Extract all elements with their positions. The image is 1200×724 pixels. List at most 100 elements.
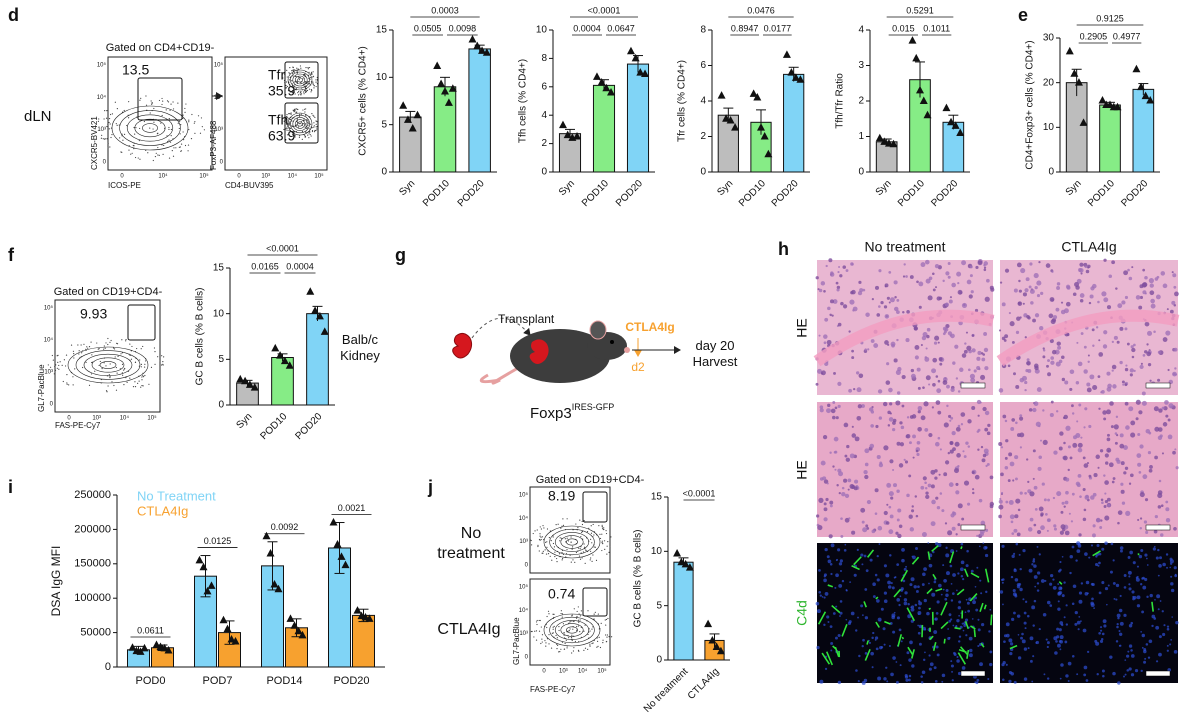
dapi-nucleus <box>1057 591 1061 595</box>
tissue-nucleus <box>963 455 967 459</box>
dapi-nucleus <box>1101 632 1105 636</box>
tissue-nucleus <box>1127 268 1130 272</box>
tissue-nucleus <box>824 317 829 322</box>
dapi-nucleus <box>944 597 948 601</box>
tissue-nucleus <box>930 521 936 527</box>
tissue-nucleus <box>896 298 900 302</box>
event-dot <box>188 128 190 131</box>
dapi-nucleus <box>962 629 965 632</box>
scale-bar <box>1145 670 1171 677</box>
event-dot <box>561 525 563 527</box>
tissue-nucleus <box>1131 347 1136 353</box>
p-value: 0.4977 <box>1113 31 1141 41</box>
dapi-nucleus <box>1021 632 1024 636</box>
event-dot <box>121 363 124 365</box>
dapi-nucleus <box>824 592 829 596</box>
dapi-nucleus <box>1103 624 1107 628</box>
tissue-nucleus <box>939 362 943 366</box>
tissue-nucleus <box>1150 298 1155 304</box>
dapi-nucleus <box>1032 624 1035 627</box>
recipient-base: Foxp3 <box>530 405 572 422</box>
tissue-nucleus <box>1148 278 1154 284</box>
tissue-nucleus <box>1172 450 1176 455</box>
dapi-nucleus <box>1017 633 1020 636</box>
tissue-nucleus <box>836 484 839 487</box>
event-dot <box>315 85 317 88</box>
tissue-nucleus <box>1138 305 1143 310</box>
event-dot <box>56 355 58 357</box>
c4d-signal <box>954 627 961 630</box>
flow-y-tick-label: 10³ <box>97 127 106 133</box>
event-dot <box>140 348 142 350</box>
treatment-day: d2 <box>631 360 645 374</box>
dapi-nucleus <box>872 582 876 586</box>
event-dot <box>313 125 315 127</box>
flow-y-tick-label: 10³ <box>44 370 53 376</box>
event-dot <box>595 559 598 562</box>
panel-letter: f <box>8 245 15 265</box>
tissue-nucleus <box>823 289 826 293</box>
tissue-nucleus <box>1016 316 1021 321</box>
dapi-nucleus <box>1161 610 1164 613</box>
tissue-nucleus <box>1125 364 1128 367</box>
dapi-nucleus <box>1061 594 1065 598</box>
dapi-nucleus <box>965 598 968 601</box>
tissue-nucleus <box>1114 441 1118 445</box>
dapi-nucleus <box>1144 657 1147 660</box>
dapi-nucleus <box>911 555 914 558</box>
event-dot <box>62 380 64 383</box>
tissue-nucleus <box>924 428 929 432</box>
event-dot <box>305 123 307 125</box>
dapi-nucleus <box>1123 613 1127 617</box>
p-value: 0.0647 <box>607 23 635 33</box>
dapi-nucleus <box>913 585 917 589</box>
event-dot <box>555 523 557 526</box>
event-dot <box>591 560 593 562</box>
gate-frequency: 9.93 <box>80 306 107 322</box>
event-dot <box>134 361 137 363</box>
dapi-nucleus <box>983 545 988 550</box>
event-dot <box>179 120 181 122</box>
flow-y-label: CXCR5-BV421 <box>90 116 99 170</box>
tissue-nucleus <box>902 311 905 314</box>
tissue-nucleus <box>935 400 941 405</box>
tissue-nucleus <box>1147 451 1152 455</box>
event-dot <box>184 111 186 113</box>
y-tick-label: 4 <box>858 25 864 36</box>
event-dot <box>105 390 108 392</box>
flow-x-tick-label: 10⁵ <box>314 173 324 180</box>
dapi-nucleus <box>932 550 935 554</box>
event-dot <box>291 125 293 127</box>
dapi-nucleus <box>1156 594 1161 599</box>
dapi-nucleus <box>1063 616 1066 619</box>
event-dot <box>550 647 553 649</box>
tissue-nucleus <box>943 422 949 428</box>
dapi-nucleus <box>847 621 852 625</box>
tissue-nucleus <box>864 448 870 454</box>
event-dot <box>162 364 164 366</box>
event-dot <box>170 128 172 131</box>
tissue-nucleus <box>1169 309 1174 314</box>
event-dot <box>312 75 315 77</box>
density-contour <box>294 75 306 85</box>
gate <box>137 77 183 121</box>
event-dot <box>193 122 195 124</box>
gate-frequency: 63.9 <box>268 128 295 144</box>
tissue-nucleus <box>1043 498 1047 502</box>
tissue-nucleus <box>887 410 891 415</box>
event-dot <box>571 615 573 617</box>
event-dot <box>57 361 59 364</box>
tissue-nucleus <box>1100 519 1103 522</box>
tissue-nucleus <box>1106 437 1111 442</box>
dapi-nucleus <box>911 664 915 668</box>
tissue-nucleus <box>957 289 963 295</box>
data-point <box>916 85 924 94</box>
tissue-nucleus <box>1059 530 1064 535</box>
dapi-nucleus <box>1109 655 1113 659</box>
dapi-nucleus <box>964 611 967 614</box>
data-point <box>276 351 285 359</box>
event-dot <box>58 368 60 370</box>
dapi-nucleus <box>918 601 923 606</box>
row-label: C4d <box>794 600 810 626</box>
event-dot <box>313 115 315 117</box>
